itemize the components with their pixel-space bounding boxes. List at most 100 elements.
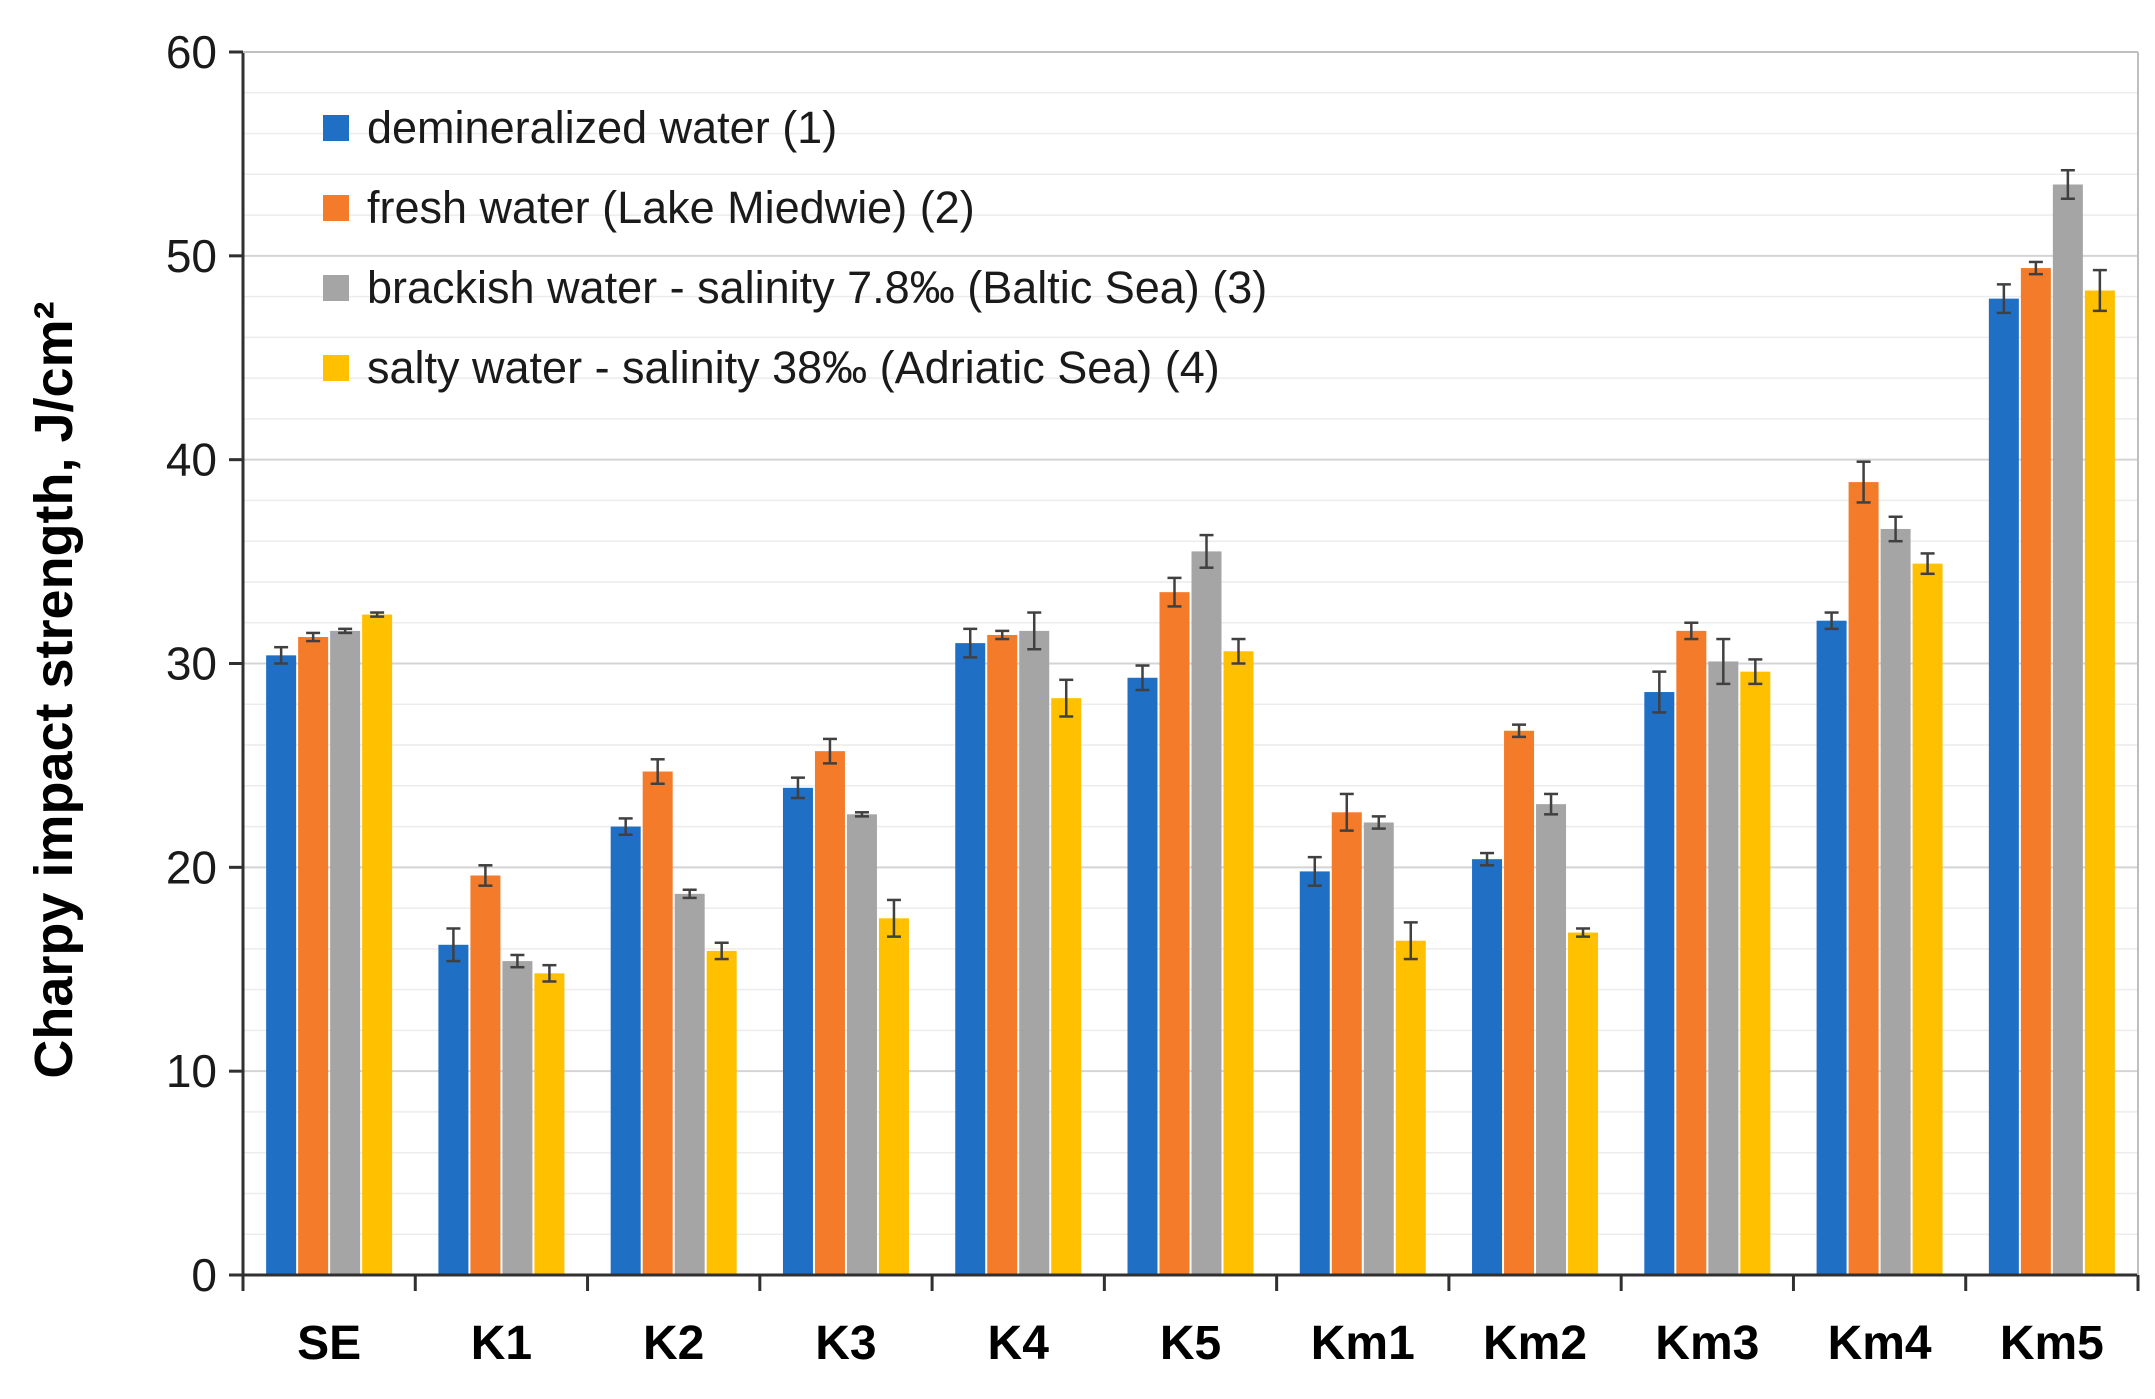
error-bar-k4-series-4 (1059, 678, 1074, 718)
legend-swatch (323, 355, 349, 381)
y-tick-label: 60 (166, 26, 217, 78)
bar-se-series-3 (330, 630, 361, 1275)
bar-k1-series-4 (534, 973, 565, 1275)
error-bar-k2-series-1 (618, 817, 633, 836)
legend-label: brackish water - salinity 7.8‰ (Baltic S… (367, 262, 1267, 313)
bar-k4-series-2 (987, 634, 1018, 1275)
x-tick-label-km2: Km2 (1483, 1317, 1587, 1370)
error-bar-km1-series-3 (1371, 815, 1386, 830)
bar-k5-series-3 (1191, 551, 1222, 1275)
error-bar-km3-series-3 (1716, 637, 1731, 686)
legend-item-4: salty water - salinity 38‰ (Adriatic Sea… (323, 342, 1220, 393)
axes (229, 50, 2140, 1291)
legend-swatch (323, 115, 349, 141)
error-bar-k3-series-1 (790, 776, 805, 800)
bar-km1-series-2 (1331, 812, 1362, 1275)
bar-km2-series-3 (1536, 804, 1567, 1275)
error-bar-se-series-2 (306, 631, 321, 643)
bar-km5-series-3 (2052, 184, 2083, 1275)
bar-km4-series-1 (1816, 620, 1847, 1275)
error-bar-km1-series-1 (1307, 855, 1322, 887)
error-bar-k1-series-2 (478, 864, 493, 887)
error-bar-se-series-3 (338, 627, 353, 635)
bar-km2-series-1 (1472, 859, 1503, 1275)
error-bar-km4-series-4 (1920, 552, 1935, 576)
error-bar-km3-series-1 (1652, 670, 1667, 714)
error-bar-k1-series-1 (446, 927, 461, 963)
error-bar-km1-series-2 (1339, 792, 1354, 832)
error-bar-k5-series-3 (1199, 533, 1214, 569)
y-tick-label: 40 (166, 434, 217, 486)
legend-item-3: brackish water - salinity 7.8‰ (Baltic S… (323, 262, 1267, 313)
error-bar-km4-series-1 (1824, 611, 1839, 631)
error-bar-km5-series-1 (1996, 283, 2011, 315)
bar-km3-series-2 (1676, 630, 1707, 1275)
error-bar-k2-series-3 (682, 888, 697, 900)
bar-km4-series-4 (1912, 563, 1943, 1275)
legend-item-1: demineralized water (1) (323, 102, 837, 153)
y-tick-label: 50 (166, 230, 217, 282)
bar-km4-series-3 (1880, 528, 1911, 1275)
bar-k3-series-4 (878, 918, 909, 1275)
error-bar-km3-series-2 (1684, 621, 1699, 641)
error-bar-km4-series-2 (1856, 460, 1871, 504)
bar-k2-series-2 (642, 771, 673, 1275)
error-bar-se-series-4 (370, 611, 385, 618)
bar-k4-series-3 (1019, 630, 1050, 1275)
bar-km5-series-1 (1988, 298, 2019, 1276)
bar-km3-series-3 (1708, 661, 1739, 1275)
bar-k3-series-1 (782, 787, 813, 1275)
error-bar-k4-series-2 (995, 629, 1010, 641)
error-bars (274, 168, 2107, 983)
x-tick-label-km3: Km3 (1655, 1317, 1759, 1370)
error-bar-km3-series-4 (1748, 658, 1763, 686)
legend: demineralized water (1) fresh water (Lake… (323, 102, 1267, 393)
x-tick-label-k2: K2 (643, 1317, 704, 1370)
error-bar-km2-series-3 (1544, 792, 1559, 816)
bar-km2-series-4 (1568, 932, 1599, 1275)
bars (266, 184, 2115, 1276)
error-bar-se-series-1 (274, 645, 289, 665)
bar-k2-series-3 (674, 893, 705, 1275)
bar-km1-series-3 (1363, 822, 1394, 1275)
error-bar-km2-series-1 (1480, 851, 1495, 867)
x-tick-label-km1: Km1 (1311, 1317, 1415, 1370)
bar-km2-series-2 (1504, 730, 1535, 1275)
bar-se-series-4 (362, 614, 393, 1275)
bar-km5-series-4 (2084, 290, 2115, 1275)
error-bar-km1-series-4 (1403, 921, 1418, 961)
bar-km4-series-2 (1848, 482, 1879, 1275)
bar-k1-series-2 (470, 875, 501, 1275)
legend-label: salty water - salinity 38‰ (Adriatic Sea… (367, 342, 1220, 393)
error-bar-k1-series-4 (542, 963, 557, 983)
x-tick-labels: SE K1 K2 K3 K4 K5 Km1 Km2 Km3 Km4 Km5 (297, 1317, 2104, 1370)
error-bar-k4-series-1 (963, 627, 978, 659)
bar-k3-series-3 (846, 814, 877, 1275)
x-tick-label-k3: K3 (815, 1317, 876, 1370)
x-tick-label-se: SE (297, 1317, 361, 1370)
bar-k5-series-1 (1127, 677, 1158, 1275)
bar-k2-series-1 (610, 826, 641, 1275)
error-bar-k3-series-4 (886, 898, 901, 938)
y-tick-label: 20 (166, 841, 217, 893)
error-bar-k2-series-4 (714, 941, 729, 961)
error-bar-km2-series-2 (1512, 723, 1527, 739)
bar-k2-series-4 (706, 950, 737, 1275)
bar-k1-series-1 (438, 944, 469, 1275)
legend-label: demineralized water (1) (367, 102, 837, 153)
error-bar-km5-series-4 (2092, 268, 2107, 313)
bar-km3-series-4 (1740, 671, 1771, 1275)
x-tick-label-k5: K5 (1160, 1317, 1221, 1370)
error-bar-km5-series-3 (2060, 168, 2075, 201)
bar-k1-series-3 (502, 961, 533, 1275)
bar-se-series-1 (266, 655, 297, 1275)
error-bar-km4-series-3 (1888, 515, 1903, 543)
error-bar-km5-series-2 (2028, 260, 2043, 276)
error-bar-k5-series-4 (1231, 637, 1246, 665)
legend-label: fresh water (Lake Miedwie) (2) (367, 182, 975, 233)
bar-k4-series-1 (955, 643, 986, 1275)
error-bar-k1-series-3 (510, 953, 525, 969)
y-tick-labels: 0 10 20 30 40 50 60 (166, 26, 217, 1301)
x-tick-label-km5: Km5 (2000, 1317, 2104, 1370)
